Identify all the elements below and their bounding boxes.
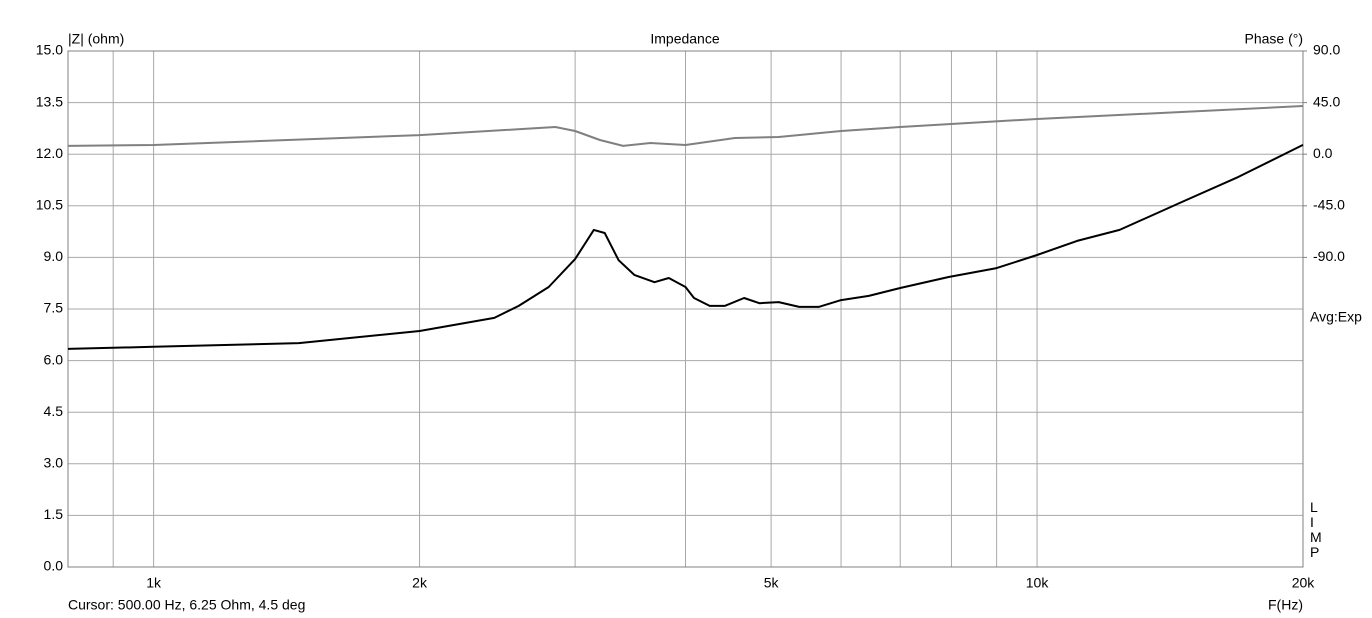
y2-tick-label: 45.0 bbox=[1313, 93, 1340, 109]
y-tick-label: 0.0 bbox=[44, 558, 64, 574]
chart-title: Impedance bbox=[650, 31, 719, 47]
y-tick-label: 15.0 bbox=[36, 42, 63, 58]
side-label: LIMP bbox=[1310, 499, 1322, 560]
y-tick-label: 12.0 bbox=[36, 145, 63, 161]
curve bbox=[67, 144, 1304, 350]
x-tick-label: 10k bbox=[1026, 575, 1050, 591]
y-tick-label: 4.5 bbox=[44, 403, 64, 419]
x-tick-label: 2k bbox=[412, 575, 428, 591]
x-tick-label: 20k bbox=[1292, 575, 1316, 591]
x-tick-label: 1k bbox=[146, 575, 162, 591]
y-axis-label: |Z| (ohm) bbox=[68, 31, 124, 47]
y2-tick-label: 0.0 bbox=[1313, 145, 1333, 161]
y2-tick-label: 90.0 bbox=[1313, 42, 1340, 58]
x-axis-label: F(Hz) bbox=[1268, 597, 1303, 613]
y-tick-label: 13.5 bbox=[36, 93, 63, 109]
y-tick-label: 10.5 bbox=[36, 197, 63, 213]
y2-tick-label: -45.0 bbox=[1313, 197, 1345, 213]
y-tick-label: 9.0 bbox=[44, 248, 64, 264]
plot-frame bbox=[67, 50, 1304, 568]
y-tick-label: 3.0 bbox=[44, 455, 64, 471]
y-tick-label: 7.5 bbox=[44, 300, 64, 316]
annotation: Avg:Exp bbox=[1310, 309, 1362, 325]
y-tick-label: 1.5 bbox=[44, 506, 64, 522]
curve bbox=[67, 105, 1304, 147]
y2-axis-label: Phase (°) bbox=[1244, 31, 1303, 47]
cursor-readout: Cursor: 500.00 Hz, 6.25 Ohm, 4.5 deg bbox=[68, 597, 305, 613]
y-tick-label: 6.0 bbox=[44, 351, 64, 367]
y2-tick-label: -90.0 bbox=[1313, 248, 1345, 264]
x-tick-label: 5k bbox=[764, 575, 780, 591]
